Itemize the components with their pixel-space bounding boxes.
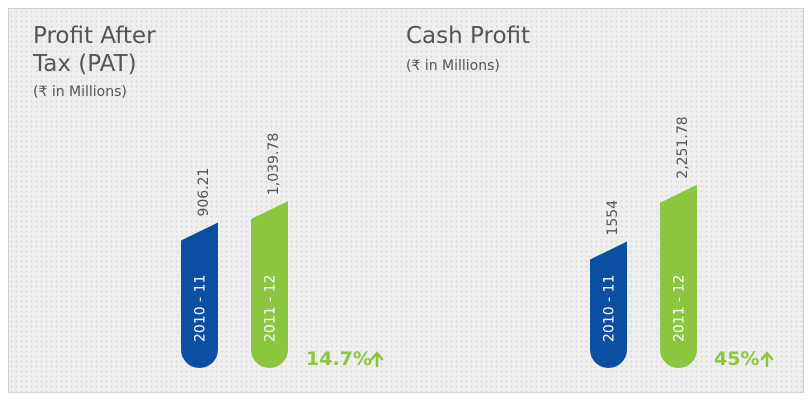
category-label-cash-2010-11: 2010 - 11 xyxy=(602,275,618,342)
category-label-pat-2010-11: 2010 - 11 xyxy=(193,275,209,342)
chart-title-line-1: Profit After xyxy=(33,23,156,49)
bar-pat-2011-12 xyxy=(251,201,288,368)
chart-unit: (₹ in Millions) xyxy=(406,58,500,74)
arrow-up-icon xyxy=(370,351,384,368)
category-label-cash-2011-12: 2011 - 12 xyxy=(672,275,688,342)
bar-pat-2010-11 xyxy=(181,222,218,368)
category-label-pat-2011-12: 2011 - 12 xyxy=(263,275,279,342)
value-label-cash-2011-12: 2,251.78 xyxy=(675,116,691,178)
chart-cash-profit: Cash Profit (₹ in Millions) 1554 2,251.7… xyxy=(406,23,774,370)
chart-pat: Profit After Tax (PAT) (₹ in Millions) 9… xyxy=(32,23,384,370)
growth-pat: 14.7% xyxy=(306,348,372,370)
growth-cash-profit: 45% xyxy=(714,348,759,370)
chart-title-line-1: Cash Profit xyxy=(406,23,530,49)
chart-title-line-2: Tax (PAT) xyxy=(32,51,137,77)
arrow-up-icon xyxy=(760,351,774,368)
bar-cash-2011-12 xyxy=(660,184,697,368)
value-label-cash-2010-11: 1554 xyxy=(605,200,621,236)
value-label-pat-2010-11: 906.21 xyxy=(196,168,212,217)
chart-unit: (₹ in Millions) xyxy=(33,84,127,100)
bar-cash-2010-11 xyxy=(590,241,627,368)
value-label-pat-2011-12: 1,039.78 xyxy=(266,133,282,195)
